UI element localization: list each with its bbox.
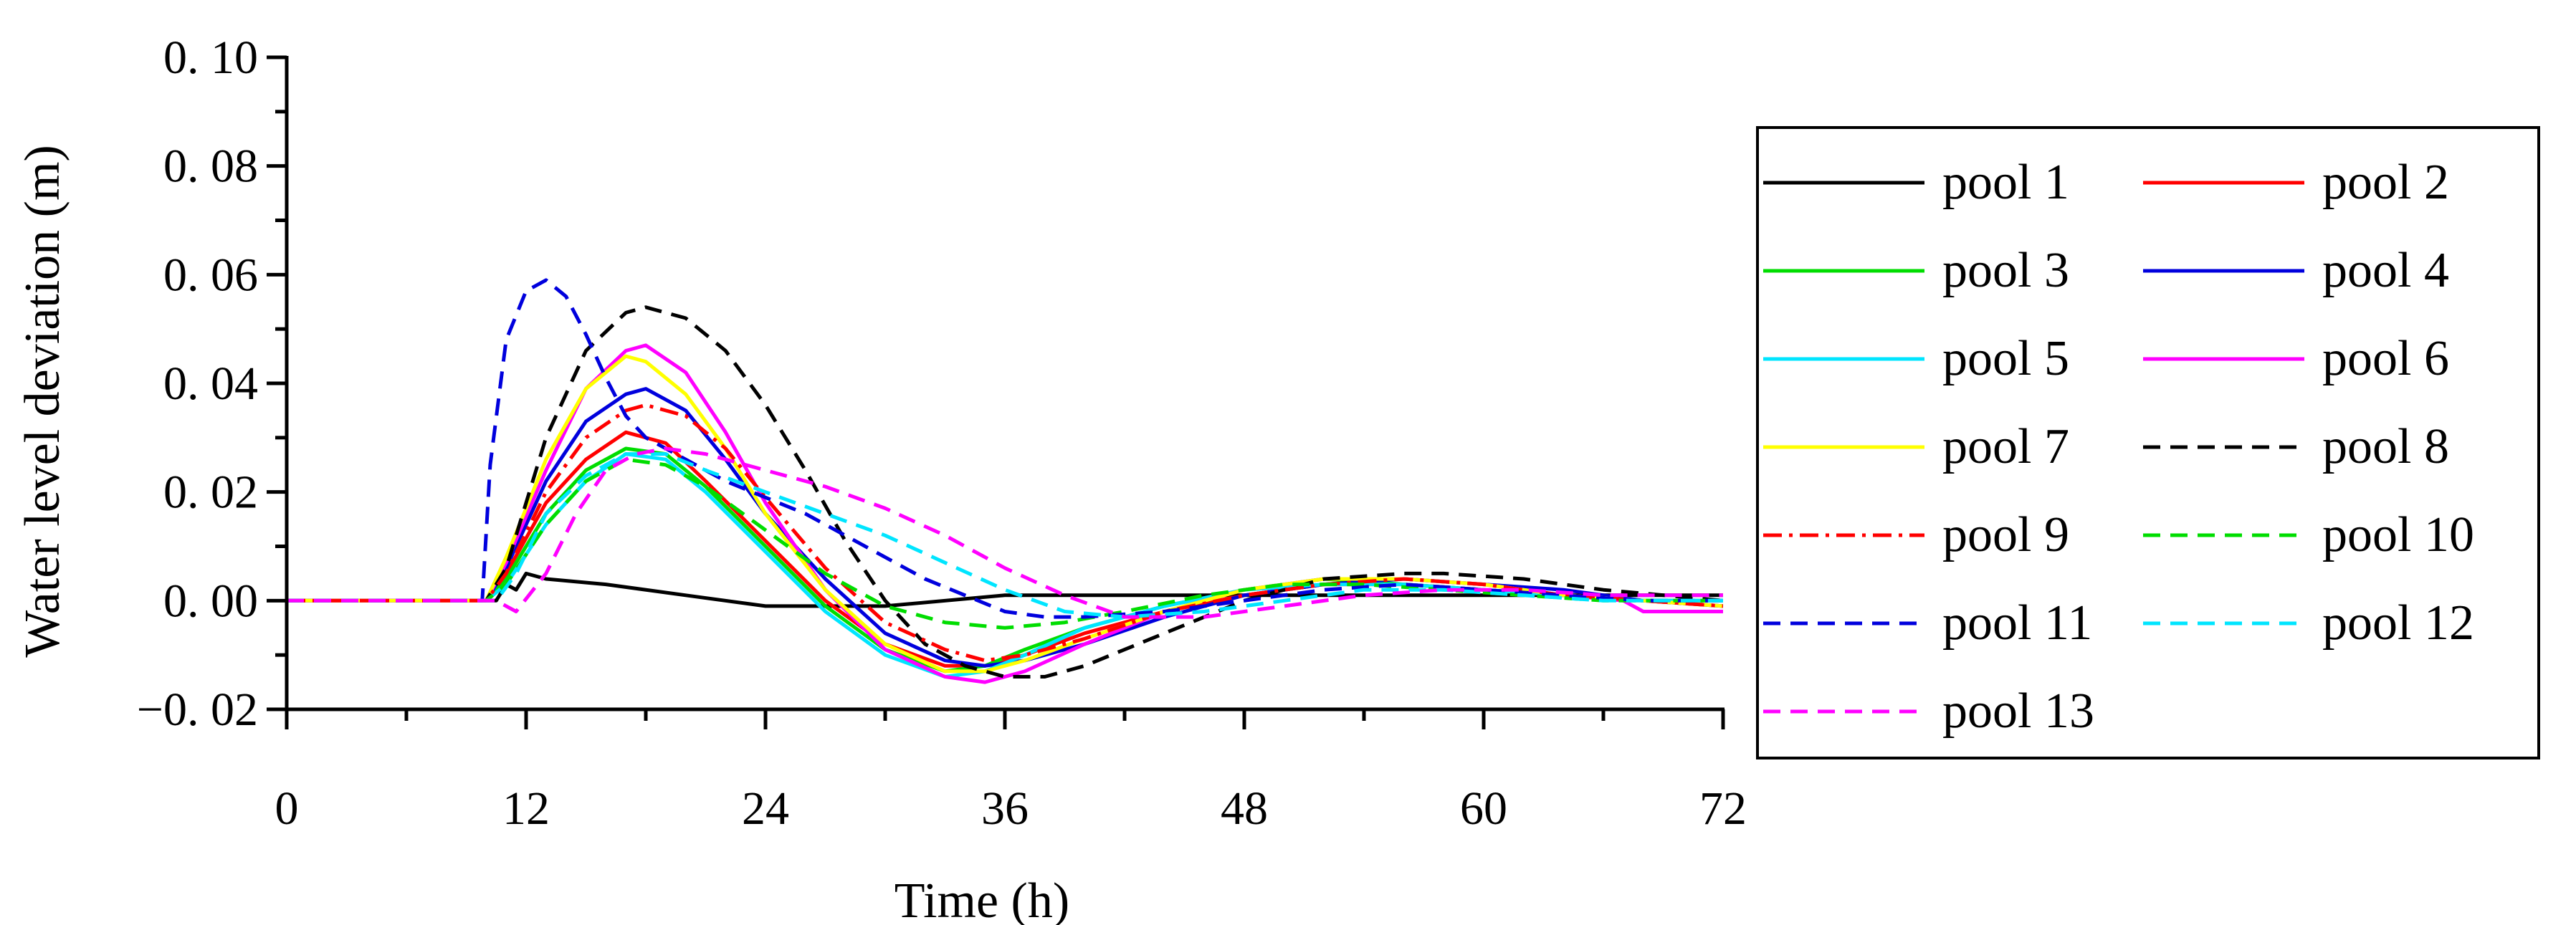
legend-label-8: pool 8 — [2322, 419, 2449, 474]
series-line-9 — [287, 403, 1723, 663]
x-tick-label: 48 — [1221, 782, 1268, 835]
series-line-10 — [287, 457, 1723, 630]
y-tick-label: 0. 08 — [163, 140, 258, 193]
legend-label-10: pool 10 — [2322, 507, 2474, 562]
legend-label-7: pool 7 — [1942, 419, 2069, 474]
y-tick-label: 0. 00 — [163, 575, 258, 627]
legend-label-13: pool 13 — [1942, 684, 2094, 739]
series-line-12 — [287, 452, 1723, 619]
x-tick-label: 0 — [275, 782, 299, 835]
y-tick-label: 0. 02 — [163, 466, 258, 519]
legend-label-5: pool 5 — [1942, 331, 2069, 386]
legend-label-9: pool 9 — [1942, 507, 2069, 562]
x-tick-label: 72 — [1699, 782, 1747, 835]
legend-label-2: pool 2 — [2322, 155, 2449, 210]
y-tick-label: 0. 10 — [163, 32, 258, 84]
x-tick-label: 24 — [742, 782, 789, 835]
series-line-11 — [287, 278, 1723, 619]
y-tick-label: 0. 06 — [163, 249, 258, 301]
legend-items: pool 1 pool 2 pool 3 pool 4 pool 5 pool 6 pool… — [1763, 155, 2474, 739]
series-line-8 — [287, 305, 1723, 679]
series-line-7 — [287, 354, 1723, 674]
series-line-13 — [287, 446, 1723, 619]
x-tick-label: 36 — [981, 782, 1029, 835]
x-axis-title: Time (h) — [895, 873, 1069, 925]
legend-label-12: pool 12 — [2322, 595, 2474, 651]
legend-label-11: pool 11 — [1942, 595, 2092, 651]
y-tick-label: −0. 02 — [137, 684, 258, 736]
legend-box — [1756, 126, 2540, 759]
y-axis-title: Water level deviation (m) — [15, 145, 70, 657]
y-tick-label: 0. 04 — [163, 358, 258, 410]
axes-layer: −0. 02 0. 00 0. 02 0. 04 0. 06 0. 08 0. 10 0 12 2… — [137, 32, 1747, 835]
legend-label-3: pool 3 — [1942, 243, 2069, 298]
legend-label-1: pool 1 — [1942, 155, 2069, 210]
legend: pool 1 pool 2 pool 3 pool 4 pool 5 pool 6 pool… — [1756, 126, 2540, 759]
series-layer — [287, 278, 1723, 684]
legend-label-4: pool 4 — [2322, 243, 2449, 298]
x-tick-label: 60 — [1460, 782, 1507, 835]
legend-label-6: pool 6 — [2322, 331, 2449, 386]
x-tick-label: 12 — [502, 782, 550, 835]
